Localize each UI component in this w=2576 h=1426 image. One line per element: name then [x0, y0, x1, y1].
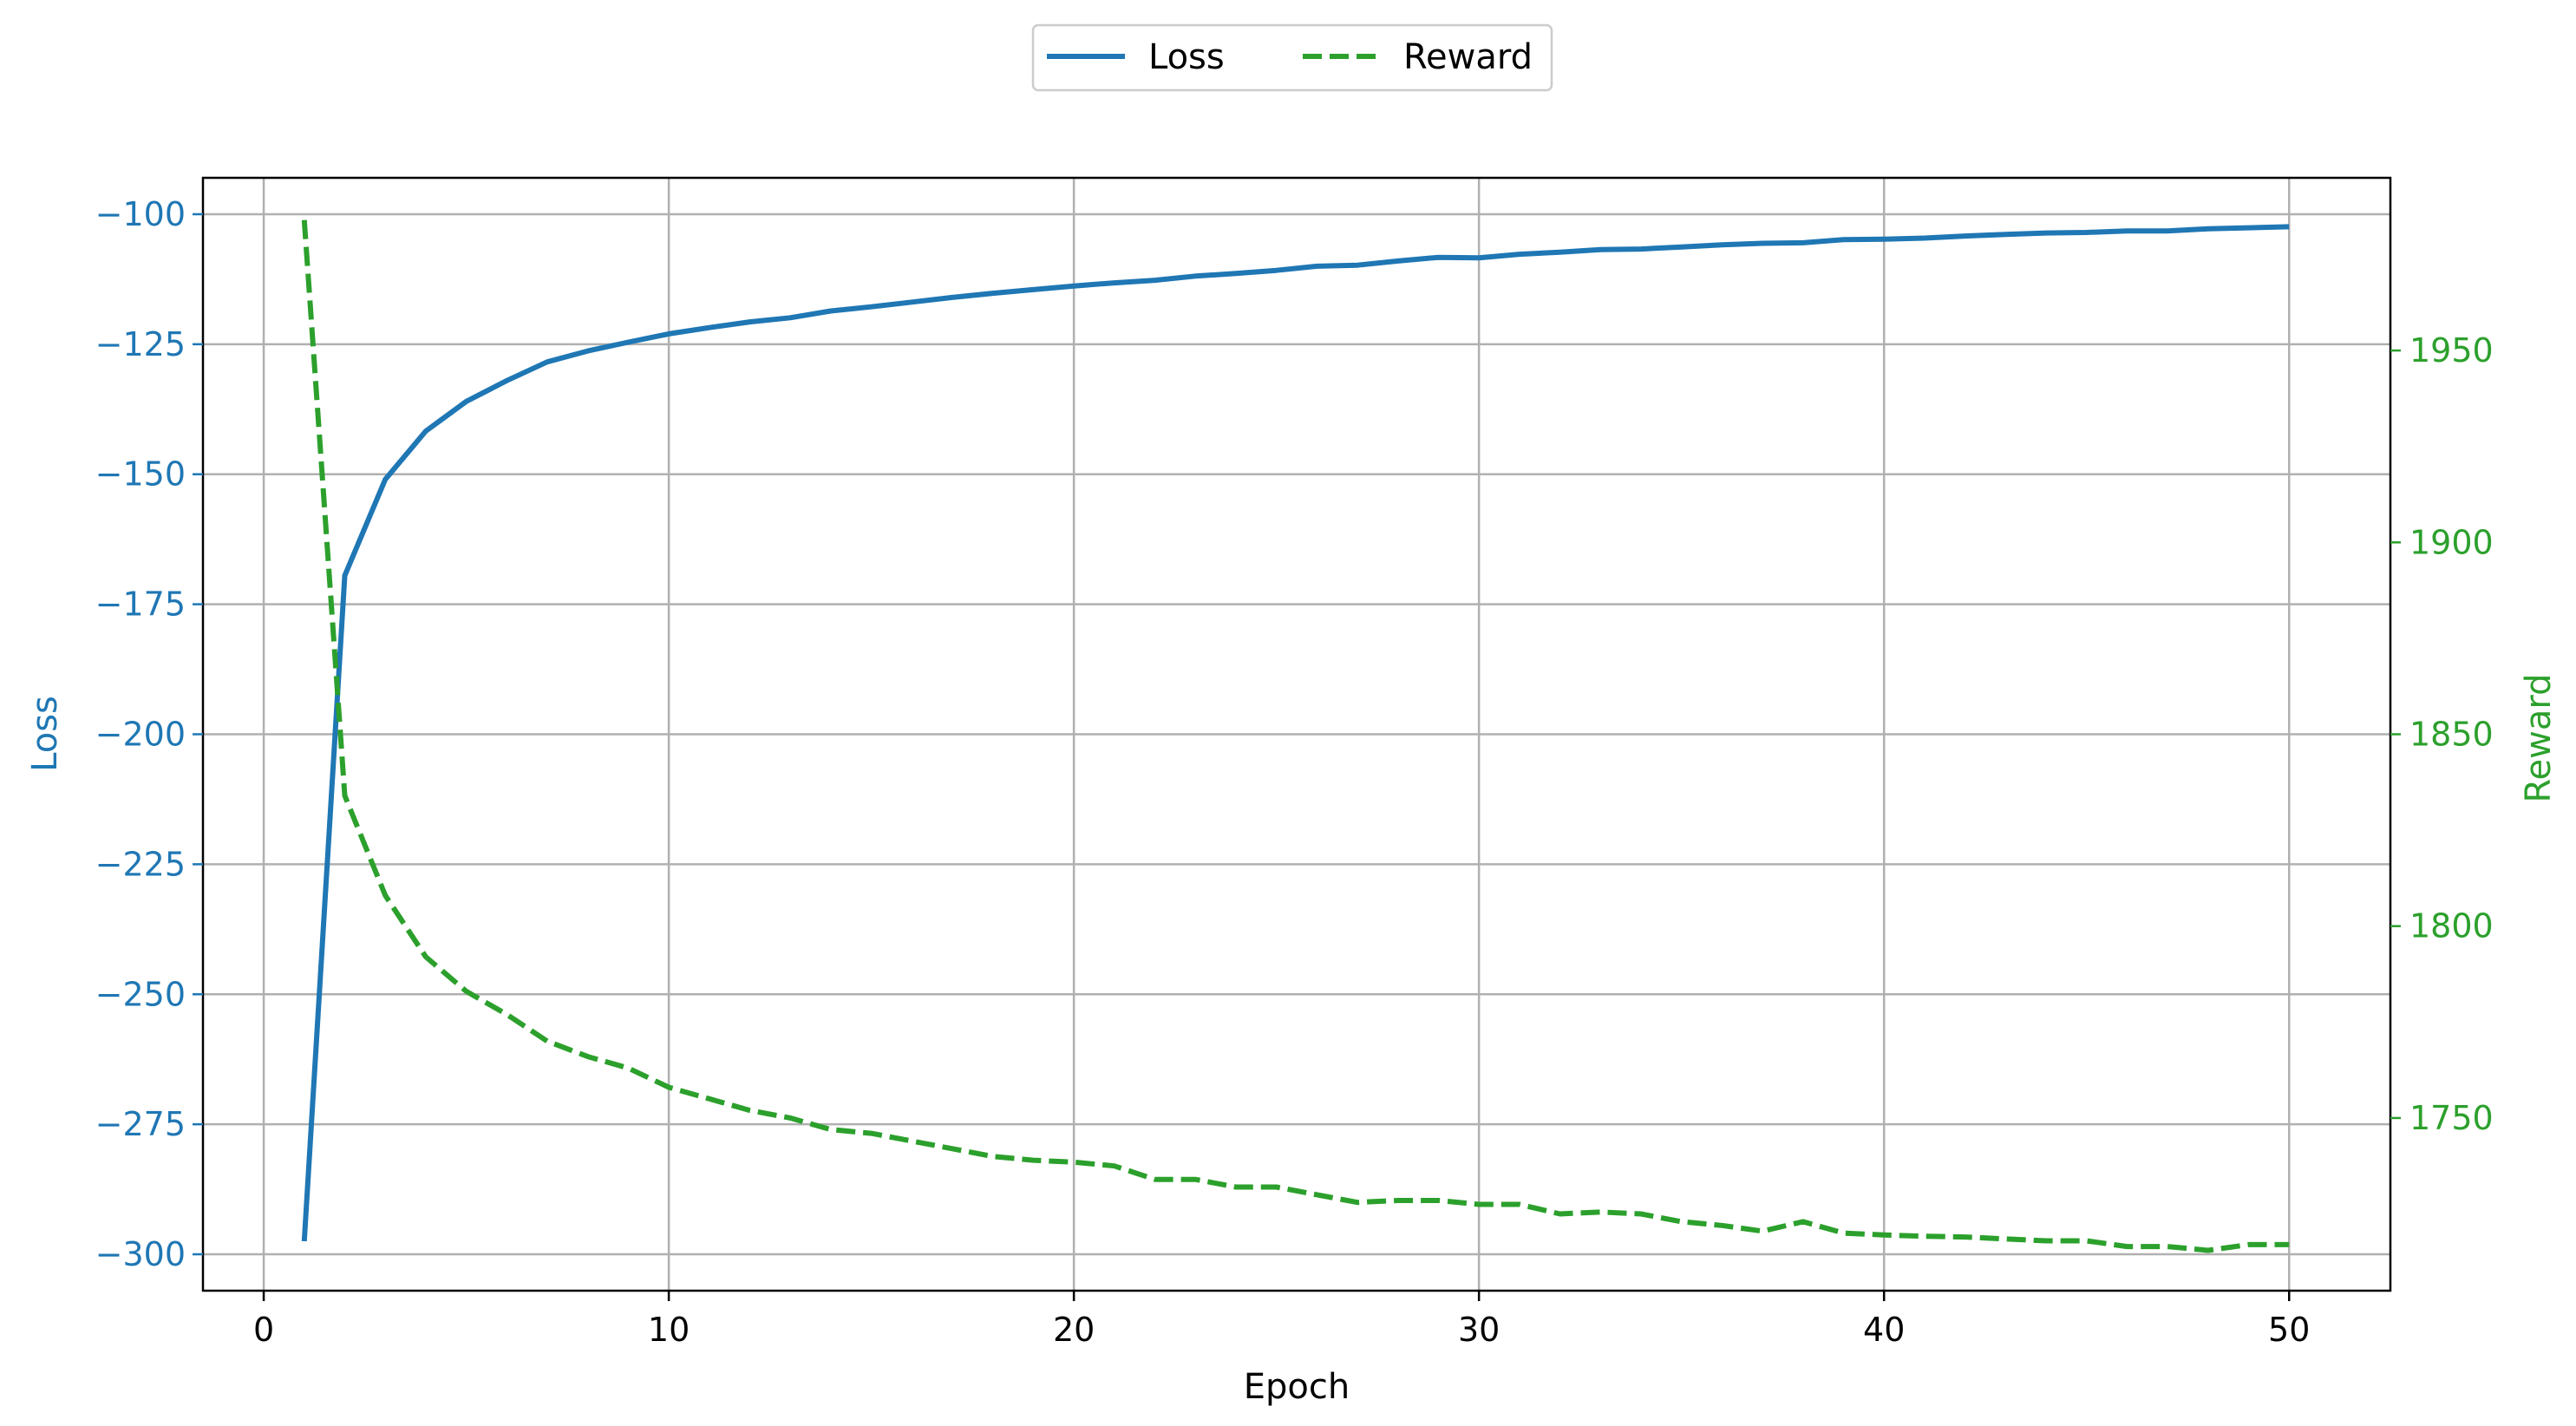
- y-left-tick-label: −225: [95, 845, 186, 883]
- y-right-tick-label: 1900: [2409, 523, 2494, 561]
- y-right-tick-label: 1800: [2409, 907, 2494, 945]
- y-axis-left-label: Loss: [25, 696, 65, 772]
- x-axis-label: Epoch: [1244, 1367, 1350, 1407]
- x-axis: 0 10 20 30 40 50: [253, 1291, 2310, 1349]
- series-line-loss: [301, 224, 2290, 1242]
- y-left-tick-label: −200: [95, 716, 186, 754]
- legend: Loss Reward: [1031, 23, 1553, 92]
- y-left-tick-label: −100: [95, 195, 186, 233]
- y-right-tick-label: 1850: [2409, 716, 2494, 754]
- y-right-tick-label: 1950: [2409, 331, 2494, 370]
- x-tick-label: 10: [648, 1311, 690, 1349]
- x-tick-label: 50: [2268, 1311, 2310, 1349]
- y-axis-right-label: Reward: [2519, 674, 2559, 803]
- series-line-reward: [301, 219, 2290, 1253]
- y-left-tick-label: −150: [95, 455, 186, 494]
- legend-frame: [1031, 23, 1553, 92]
- x-tick-label: 0: [253, 1311, 274, 1349]
- grid: [203, 178, 2390, 1291]
- y-right-tick-label: 1750: [2409, 1099, 2494, 1137]
- legend-label-reward: Reward: [1403, 37, 1533, 77]
- legend-label-loss: Loss: [1148, 37, 1225, 77]
- y-axis-left: −100 −125 −150 −175 −200 −225 −250 −275 −300: [95, 195, 203, 1273]
- y-left-tick-label: −175: [95, 585, 186, 624]
- x-tick-label: 40: [1863, 1311, 1905, 1349]
- y-left-tick-label: −250: [95, 975, 186, 1013]
- x-tick-label: 30: [1458, 1311, 1500, 1349]
- y-left-tick-label: −275: [95, 1105, 186, 1143]
- y-left-tick-label: −125: [95, 325, 186, 363]
- y-axis-right: 1750 1800 1850 1900 1950: [2390, 331, 2494, 1137]
- y-left-tick-label: −300: [95, 1235, 186, 1273]
- x-tick-label: 20: [1053, 1311, 1095, 1349]
- series-layer: [301, 219, 2290, 1253]
